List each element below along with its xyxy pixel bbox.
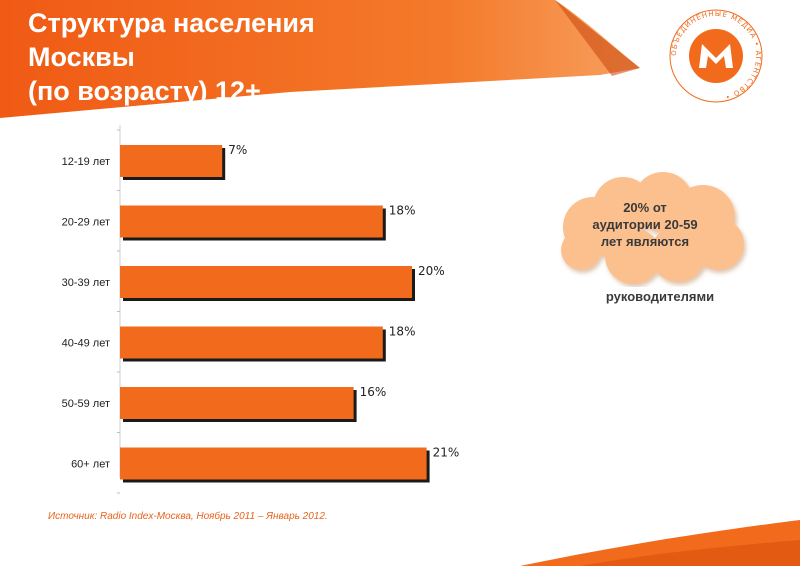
value-label: 18% [389, 325, 416, 339]
value-label: 18% [389, 204, 416, 218]
title-line-2: Москвы [28, 42, 135, 72]
header-banner [0, 0, 640, 118]
category-label: 50-59 лет [62, 398, 110, 410]
category-label: 30-39 лет [62, 277, 110, 289]
header-fold-shape [555, 0, 640, 76]
bar [120, 205, 383, 238]
bar [120, 145, 223, 177]
bar [120, 447, 427, 480]
value-label: 7% [228, 143, 247, 157]
value-label: 21% [433, 446, 460, 460]
header-banner-shape [0, 0, 640, 118]
value-label: 16% [360, 385, 387, 399]
bar [120, 326, 383, 359]
callout-text: 20% от аудитории 20-59 лет являются [592, 200, 698, 249]
category-label: 12-19 лет [62, 156, 110, 168]
bar [120, 387, 354, 419]
category-label: 20-29 лет [62, 217, 110, 229]
category-label: 60+ лет [71, 459, 110, 471]
bar-chart: 12-19 лет 7% 20-29 лет 18% 30-39 лет 20% 40-49… [62, 125, 460, 494]
bar [120, 266, 412, 298]
title-line-1: Структура населения [28, 8, 315, 38]
callout-text-tail: руководителями [605, 289, 715, 304]
callout-cloud [561, 172, 744, 284]
title-line-3: (по возрасту) 12+ [28, 76, 261, 106]
company-logo-icon: ОБЪЕДИНЁННЫЕ МЕДИА • АГЕНТСТВО • [669, 9, 763, 103]
source-note: Источник: Radio Index-Москва, Ноябрь 201… [48, 511, 328, 522]
value-label: 20% [418, 264, 445, 278]
category-label: 40-49 лет [62, 338, 110, 350]
page-title: Структура населения Москвы (по возрасту)… [28, 6, 315, 108]
